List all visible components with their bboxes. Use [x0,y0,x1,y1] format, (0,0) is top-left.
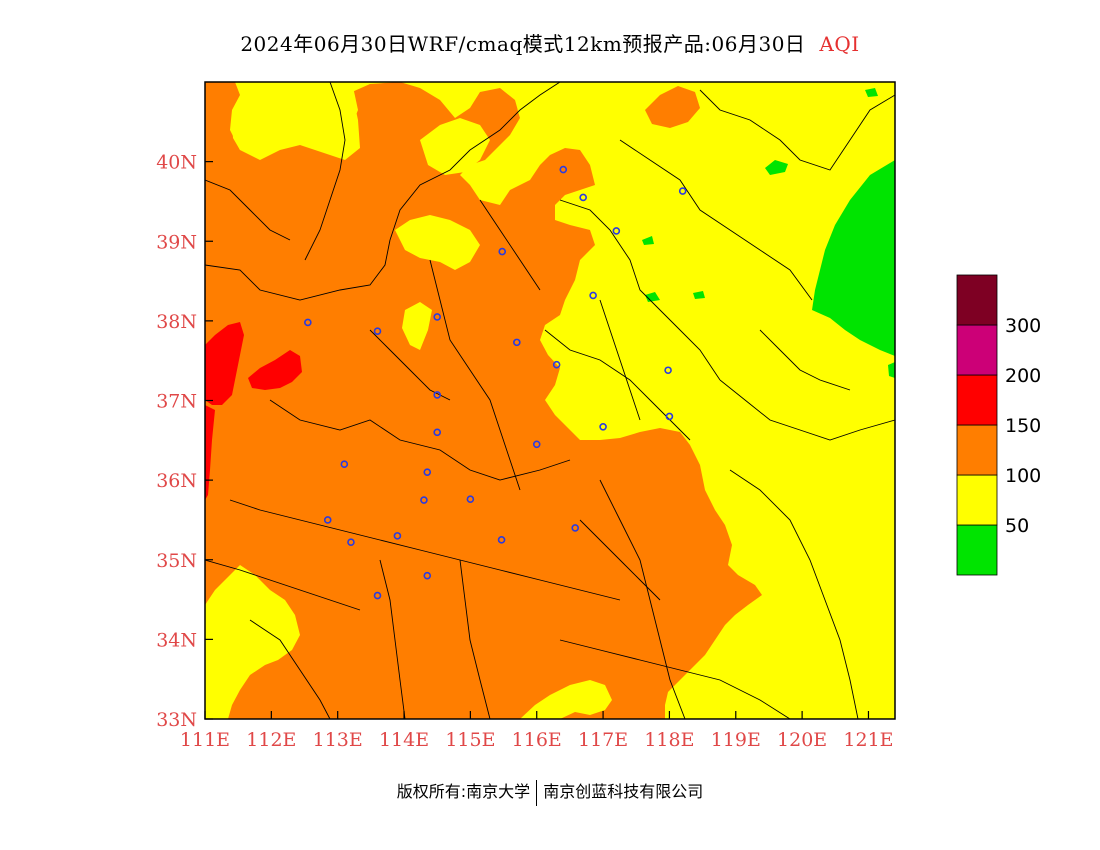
aqi-zone-green-small-2 [645,292,660,302]
city-marker [665,412,674,421]
lat-tick-label: 33N [156,709,197,731]
city-marker [433,313,442,321]
aqi-zone-green-small-1 [765,160,788,175]
aqi-fill-layer [205,82,895,719]
lat-tick-label: 36N [156,470,197,492]
city-marker [347,538,355,547]
title-text: 2024年06月30日WRF/cmaq模式12km预报产品:06月30日 [240,32,806,56]
legend-swatch [956,474,998,526]
lat-tick-label: 39N [156,231,197,253]
lon-tick-label: 114E [379,729,429,751]
city-marker [466,495,475,504]
lon-tick-label: 116E [512,729,562,751]
lon-tick-label: 115E [445,729,495,751]
city-marker [423,468,432,476]
legend-label: 300 [1005,315,1041,337]
aqi-zone-yellow-north-1 [232,100,290,150]
footer: 版权所有:南京大学 南京创蓝科技有限公司 [0,778,1100,806]
city-marker [552,360,561,369]
city-marker [373,327,382,336]
lon-tick-label: 118E [644,729,694,751]
footer-separator [536,779,538,806]
lat-tick-label: 40N [156,152,197,174]
lon-tick-label: 119E [711,729,761,751]
city-marker [304,318,312,327]
legend-label: 200 [1005,365,1041,387]
footer-company: 南京创蓝科技有限公司 [543,782,704,801]
lon-tick-label: 117E [578,729,628,751]
city-marker [498,247,507,256]
city-marker [664,366,672,375]
city-marker [433,428,442,437]
city-marker [678,187,687,195]
aqi-zone-orange-main [205,82,762,719]
aqi-zone-green-small-5 [865,88,878,97]
map-title: 2024年06月30日WRF/cmaq模式12km预报产品:06月30日 AQI [0,28,1100,57]
legend-swatch [956,324,998,376]
city-marker [559,165,568,174]
city-marker [340,460,349,469]
lon-tick-label: 113E [313,729,363,751]
city-marker [423,571,432,580]
aqi-zone-yellow-mid [402,302,432,350]
aqi-zone-yellow-south [520,680,612,719]
map-axes: 111E 112E 113E 114E 115E 116E 117E 118E 119E 120E… [156,152,893,751]
city-marker [393,532,402,540]
aqi-zone-yellow-top-strip [515,82,560,130]
aqi-zone-red-west-2 [205,405,215,500]
aqi-zone-green-small-6 [888,362,895,378]
city-marker [599,422,607,431]
city-marker [513,338,521,347]
aqi-zone-green-small-4 [693,291,705,299]
legend-swatch [956,424,998,476]
city-marker [323,516,332,524]
city-marker [433,391,442,399]
aqi-zone-green-east [812,160,895,356]
legend-swatch [956,274,998,326]
city-marker [612,227,621,235]
aqi-zone-yellow-north-3 [395,215,480,270]
city-marker [373,591,382,600]
lon-tick-label: 120E [777,729,827,751]
aqi-zone-yellow-ne-pocket [325,82,358,140]
aqi-color-legend: 50 100 150 200 300 [956,274,1041,576]
lon-tick-label: 121E [843,729,893,751]
aqi-zone-green-small-3 [642,236,654,245]
legend-label: 150 [1005,415,1041,437]
lat-tick-label: 37N [156,391,197,413]
city-marker [420,496,428,504]
boundary-lines [205,82,895,719]
legend-label: 50 [1005,515,1029,537]
lat-tick-label: 38N [156,311,197,333]
city-marker [532,440,541,449]
aqi-zone-orange-ne [645,86,700,128]
city-marker [571,524,580,532]
aqi-zone-red-mid [248,350,302,390]
legend-swatch [956,524,998,576]
city-markers [304,165,687,600]
title-aqi-tag: AQI [819,32,860,56]
footer-copyright: 版权所有:南京大学 [396,782,531,801]
legend-label: 100 [1005,465,1041,487]
aqi-zone-yellow-north-2 [420,118,490,175]
city-marker [497,536,506,544]
aqi-zone-red-west [205,322,244,405]
city-marker [589,291,597,300]
aqi-zone-yellow-sw [205,565,300,719]
lat-tick-label: 34N [156,629,197,651]
legend-swatch [956,374,998,426]
lon-tick-label: 112E [246,729,296,751]
city-marker [579,193,587,202]
lat-tick-label: 35N [156,550,197,572]
lon-tick-label: 111E [180,729,230,751]
